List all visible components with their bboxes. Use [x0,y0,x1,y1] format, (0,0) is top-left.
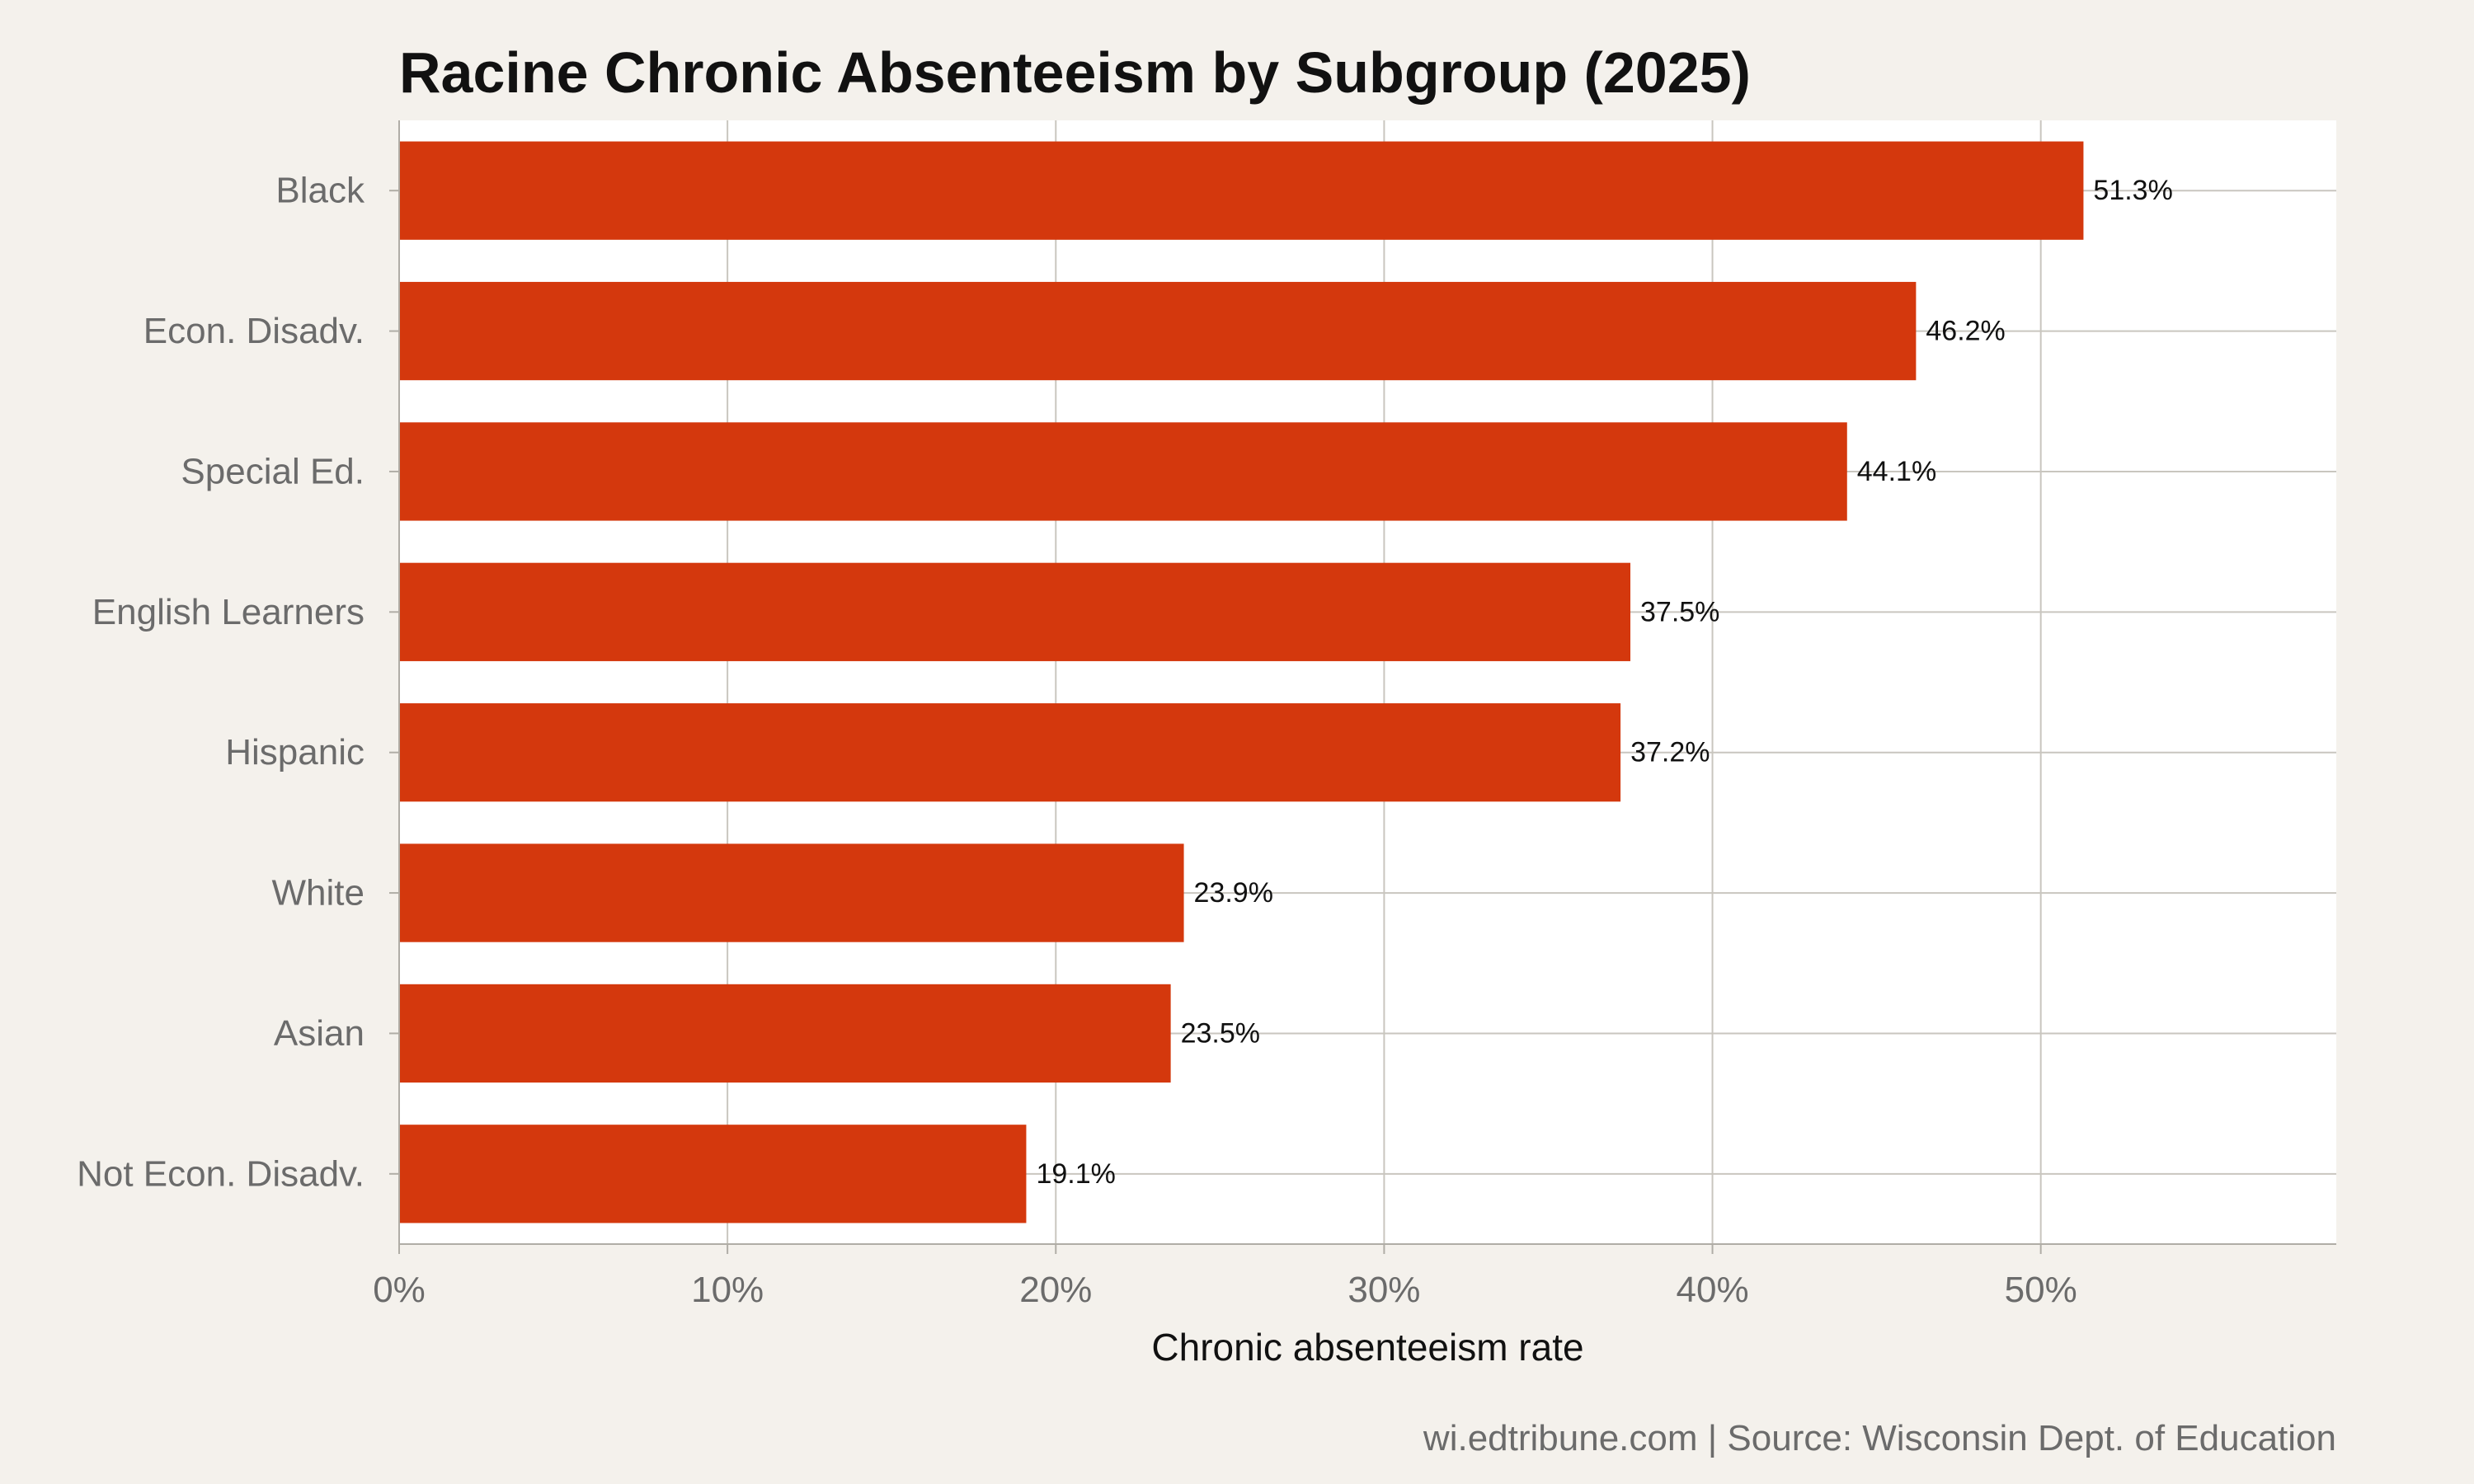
bars [399,141,2084,1223]
value-label: 44.1% [1857,456,1936,487]
category-label: Special Ed. [181,451,365,491]
x-tick-label: 0% [373,1270,426,1310]
category-label: Econ. Disadv. [143,311,365,351]
chart-title: Racine Chronic Absenteeism by Subgroup (… [399,40,1751,105]
caption: wi.edtribune.com | Source: Wisconsin Dep… [1423,1418,2336,1458]
category-label: Asian [274,1013,365,1054]
axes [389,120,2336,1254]
value-label: 19.1% [1036,1158,1115,1190]
category-label: English Learners [92,592,365,632]
labels: 51.3% Black 46.2% Econ. Disadv. 44.1% Special… [77,171,2173,1310]
value-label: 37.2% [1630,737,1710,768]
x-tick-label: 10% [691,1270,764,1310]
bar [399,422,1847,521]
value-label: 46.2% [1926,316,2005,347]
x-tick-label: 40% [1677,1270,1749,1310]
bar [399,843,1184,942]
bar [399,562,1631,661]
bar [399,281,1917,381]
category-label: White [272,873,365,913]
x-tick-label: 20% [1019,1270,1092,1310]
x-tick-label: 30% [1348,1270,1420,1310]
value-label: 23.5% [1181,1017,1260,1049]
category-label: Not Econ. Disadv. [77,1153,365,1194]
value-label: 51.3% [2093,175,2172,206]
category-label: Hispanic [225,732,365,773]
bar [399,1125,1027,1223]
bar [399,984,1171,1083]
category-label: Black [275,171,365,211]
x-tick-label: 50% [2005,1270,2077,1310]
value-label: 37.5% [1640,596,1719,627]
x-axis-title: Chronic absenteeism rate [1151,1326,1583,1369]
bar [399,141,2084,240]
value-label: 23.9% [1194,877,1273,909]
bar [399,703,1621,802]
